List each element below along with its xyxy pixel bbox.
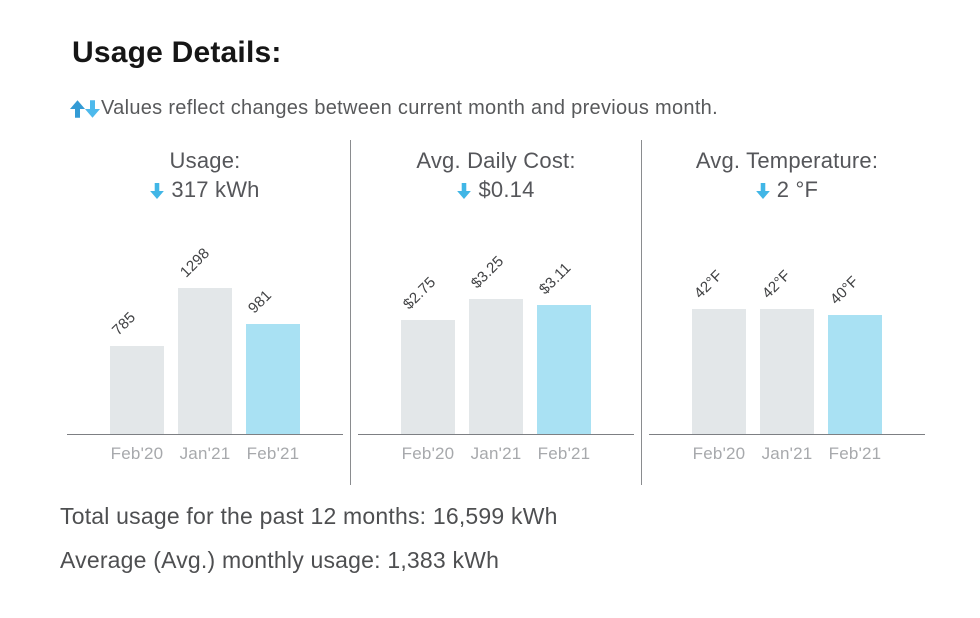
up-arrow-icon <box>70 99 85 118</box>
x-axis-ticks: Feb'20 Jan'21 Feb'21 <box>642 444 932 464</box>
bar-value-label: 42°F <box>690 266 727 302</box>
x-tick-label: Feb'20 <box>692 444 746 463</box>
down-arrow-icon <box>150 182 165 199</box>
bar-value-label: 785 <box>108 308 140 339</box>
down-arrow-icon <box>85 99 100 118</box>
x-tick-label: Feb'21 <box>828 444 882 463</box>
subtitle: Values reflect changes between current m… <box>70 97 718 120</box>
chart-change-value: $0.14 <box>478 177 535 202</box>
chart-change-line: 2 °F <box>755 175 819 204</box>
bar-value-label: 40°F <box>826 272 863 308</box>
chart-change-line: $0.14 <box>457 175 534 204</box>
up-down-arrows <box>70 99 100 118</box>
down-arrow-icon <box>755 182 770 199</box>
chart-title: Avg. Temperature: <box>695 148 879 173</box>
x-tick-label: Jan'21 <box>179 444 231 463</box>
bar-value-label: 42°F <box>758 266 795 302</box>
chart-change-value: 317 kWh <box>171 177 260 202</box>
x-axis-line <box>649 434 925 435</box>
subtitle-text: Values reflect changes between current m… <box>101 97 718 119</box>
bar: 785 <box>109 309 164 434</box>
total-usage-summary: Total usage for the past 12 months: 16,5… <box>60 503 558 529</box>
chart-title: Avg. Daily Cost: <box>416 148 576 173</box>
x-axis-ticks: Feb'20 Jan'21 Feb'21 <box>60 444 350 464</box>
x-tick-label: Feb'21 <box>537 444 591 463</box>
bar-value-label: 981 <box>244 286 276 317</box>
bar-value-label: $3.25 <box>467 252 508 292</box>
chart-title: Usage: <box>169 148 241 173</box>
x-axis-line <box>67 434 343 435</box>
x-axis-ticks: Feb'20 Jan'21 Feb'21 <box>351 444 641 464</box>
x-tick-label: Feb'21 <box>246 444 300 463</box>
page-title: Usage Details: <box>72 36 282 69</box>
down-arrow-icon <box>457 182 472 199</box>
chart-title-block: Usage: 317 kWh <box>60 146 350 205</box>
bar: 1298 <box>177 245 232 434</box>
bar-plot: $2.75 $3.25 $3.11 <box>351 140 641 434</box>
bar: $2.75 <box>400 274 455 434</box>
bar: 42°F <box>759 267 814 434</box>
avg-temperature-chart-panel: Avg. Temperature: 2 °F 42°F 42°F 40°F Feb'… <box>641 140 932 485</box>
bar: $3.25 <box>468 253 523 434</box>
usage-chart-panel: Usage: 317 kWh 785 1298 981 Feb'20 Jan'21 Fe… <box>60 140 350 485</box>
x-tick-label: Feb'20 <box>401 444 455 463</box>
bar-value-label: 1298 <box>176 244 214 281</box>
bar: 42°F <box>691 267 746 434</box>
bar: $3.11 <box>536 260 591 434</box>
charts-row: Usage: 317 kWh 785 1298 981 Feb'20 Jan'21 Fe… <box>60 140 932 485</box>
bar-value-label: $2.75 <box>399 273 440 313</box>
chart-change-line: 317 kWh <box>150 175 259 204</box>
bar: 40°F <box>827 273 882 434</box>
chart-title-block: Avg. Daily Cost: $0.14 <box>351 146 641 205</box>
x-tick-label: Jan'21 <box>761 444 813 463</box>
bar: 981 <box>245 287 300 434</box>
chart-change-value: 2 °F <box>776 177 819 202</box>
bar-plot: 785 1298 981 <box>60 140 350 434</box>
x-tick-label: Jan'21 <box>470 444 522 463</box>
x-tick-label: Feb'20 <box>110 444 164 463</box>
bar-value-label: $3.11 <box>535 259 575 298</box>
avg-daily-cost-chart-panel: Avg. Daily Cost: $0.14 $2.75 $3.25 $3.11 F… <box>350 140 641 485</box>
x-axis-line <box>358 434 634 435</box>
bar-plot: 42°F 42°F 40°F <box>642 140 932 434</box>
chart-title-block: Avg. Temperature: 2 °F <box>642 146 932 205</box>
average-usage-summary: Average (Avg.) monthly usage: 1,383 kWh <box>60 547 500 573</box>
